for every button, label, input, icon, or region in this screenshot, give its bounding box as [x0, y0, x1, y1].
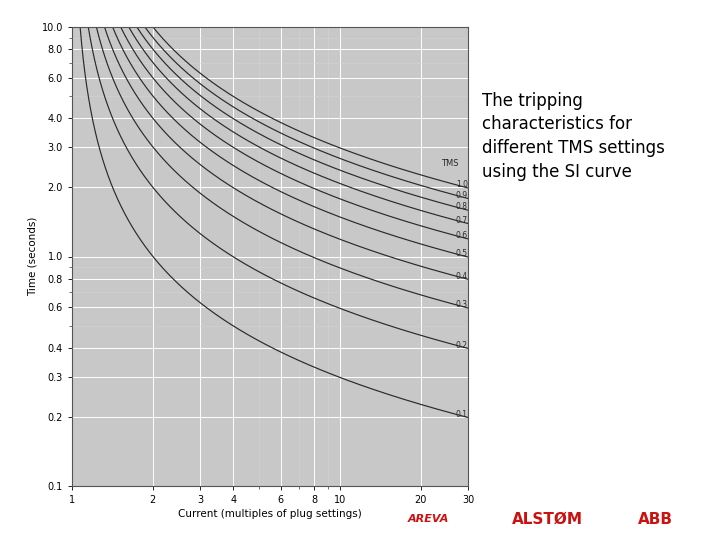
X-axis label: Current (multiples of plug settings): Current (multiples of plug settings): [178, 509, 362, 519]
Y-axis label: Time (seconds): Time (seconds): [27, 217, 37, 296]
Text: 0.9: 0.9: [456, 191, 468, 200]
Text: 0.8: 0.8: [456, 202, 468, 212]
Text: 1.0: 1.0: [456, 180, 468, 189]
Text: 0.6: 0.6: [456, 231, 468, 240]
Text: The tripping
characteristics for
different TMS settings
using the SI curve: The tripping characteristics for differe…: [482, 92, 665, 180]
Text: 0.3: 0.3: [456, 300, 468, 309]
Text: TMS: TMS: [441, 159, 459, 168]
Text: AREVA: AREVA: [408, 514, 449, 524]
Text: ALSTØM: ALSTØM: [512, 511, 582, 526]
Text: 0.4: 0.4: [456, 272, 468, 281]
Text: 0.5: 0.5: [456, 249, 468, 258]
Text: 0.7: 0.7: [456, 216, 468, 225]
Text: ABB: ABB: [638, 511, 672, 526]
Text: 0.1: 0.1: [456, 410, 468, 418]
Text: 0.2: 0.2: [456, 341, 468, 349]
